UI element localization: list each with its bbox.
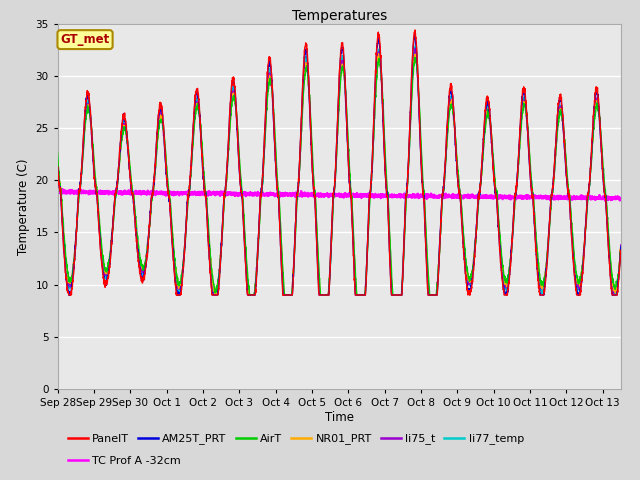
X-axis label: Time: Time [324, 410, 354, 424]
Legend: TC Prof A -32cm: TC Prof A -32cm [63, 452, 185, 471]
Title: Temperatures: Temperatures [292, 9, 387, 23]
Y-axis label: Temperature (C): Temperature (C) [17, 158, 30, 255]
Text: GT_met: GT_met [60, 33, 109, 46]
